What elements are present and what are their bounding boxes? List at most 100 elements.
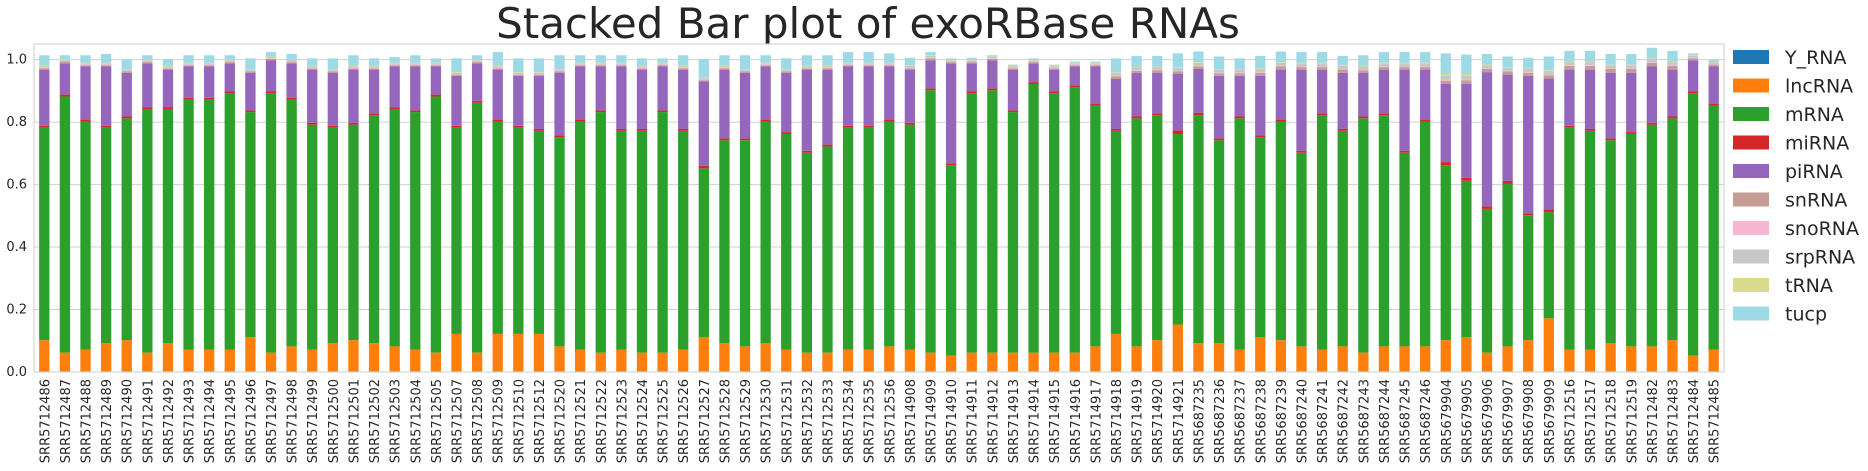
bar-segment xyxy=(471,100,483,103)
bar-segment xyxy=(1420,52,1431,63)
bar-segment xyxy=(987,90,998,353)
bar-segment xyxy=(678,128,689,131)
bar-segment xyxy=(204,64,215,66)
bar-segment xyxy=(533,72,545,74)
bar-segment xyxy=(1110,72,1122,76)
legend-swatch xyxy=(1733,135,1769,150)
bar-segment xyxy=(1152,55,1163,67)
bar-segment xyxy=(1708,61,1719,63)
bar-segment xyxy=(678,65,689,67)
x-tick-label: SRR5712529 xyxy=(739,379,754,463)
bar-segment xyxy=(595,352,606,372)
bar-segment xyxy=(842,349,854,372)
bar-segment xyxy=(1131,67,1142,71)
bar-segment xyxy=(1110,130,1122,334)
bar-segment xyxy=(739,346,751,372)
bar-segment xyxy=(1069,85,1080,88)
bar-segment xyxy=(698,79,709,81)
bar-segment xyxy=(1193,65,1204,67)
bar-segment xyxy=(1543,70,1554,71)
bar-segment xyxy=(80,119,91,122)
bar-segment xyxy=(1110,128,1122,131)
bar-segment xyxy=(781,68,792,70)
bar-segment xyxy=(616,64,627,66)
bar-segment xyxy=(1007,65,1019,67)
bar-segment xyxy=(100,54,112,63)
legend-swatch xyxy=(1733,249,1769,264)
bar-segment xyxy=(636,58,648,66)
bar-segment xyxy=(224,62,235,64)
bar-segment xyxy=(1316,115,1328,350)
bar-segment xyxy=(1028,82,1039,84)
bar-segment xyxy=(1193,112,1204,116)
bar-segment xyxy=(1316,67,1328,70)
bar-segment xyxy=(801,66,813,68)
bar-segment xyxy=(1626,68,1637,69)
bar-segment xyxy=(1523,68,1534,73)
bar-segment xyxy=(204,65,215,67)
bar-segment xyxy=(59,94,71,97)
bar-segment xyxy=(245,71,256,73)
bar-segment xyxy=(1461,177,1472,181)
bar-segment xyxy=(121,118,132,341)
bar-segment xyxy=(1213,56,1225,69)
x-tick-label: SRR5714918 xyxy=(1110,379,1125,463)
bar-segment xyxy=(863,125,874,128)
bar-segment xyxy=(1028,62,1039,64)
bar-segment xyxy=(39,67,50,69)
bar-segment xyxy=(1687,53,1699,56)
bar-segment xyxy=(1378,66,1390,68)
bar-segment xyxy=(80,62,91,64)
bar-segment xyxy=(1626,132,1637,134)
bar-segment xyxy=(554,72,565,136)
bar-segment xyxy=(1090,62,1101,64)
bar-segment xyxy=(1275,121,1287,341)
bar-segment xyxy=(1296,67,1307,70)
bar-segment xyxy=(410,55,421,63)
bar-segment xyxy=(1213,343,1225,372)
bar-segment xyxy=(1667,116,1678,119)
x-tick-label: SRR5712483 xyxy=(1667,379,1682,463)
bar-segment xyxy=(966,91,977,94)
legend-swatch xyxy=(1733,192,1769,207)
bar-segment xyxy=(1213,69,1225,73)
x-tick-label: SRR5687236 xyxy=(1213,379,1228,463)
bar-segment xyxy=(678,67,689,69)
bar-segment xyxy=(1626,65,1637,69)
bar-segment xyxy=(1626,64,1637,66)
bar-segment xyxy=(1358,72,1369,117)
legend-label: miRNA xyxy=(1785,133,1849,155)
bar-segment xyxy=(760,121,771,344)
bar-segment xyxy=(1399,67,1410,70)
bar-segment xyxy=(1007,69,1019,111)
legend-label: lncRNA xyxy=(1785,76,1853,98)
bar-segment xyxy=(595,62,606,64)
bar-segment xyxy=(1502,183,1513,347)
bar-segment xyxy=(719,69,730,139)
bar-segment xyxy=(1131,72,1142,117)
bar-segment xyxy=(1007,110,1019,113)
bar-segment xyxy=(678,69,689,129)
bar-segment xyxy=(1152,66,1163,68)
x-tick-label: SRR5712532 xyxy=(801,379,816,463)
bar-segment xyxy=(1213,140,1225,344)
legend-label: srpRNA xyxy=(1785,247,1855,269)
bar-segment xyxy=(1090,66,1101,104)
bar-segment xyxy=(884,64,895,66)
bar-segment xyxy=(430,64,442,66)
bar-segment xyxy=(636,65,648,67)
bar-segment xyxy=(1234,118,1245,350)
bar-segment xyxy=(1275,119,1287,122)
bar-segment xyxy=(513,72,524,74)
bar-segment xyxy=(904,349,916,372)
x-tick-label: SRR5714921 xyxy=(1172,379,1187,463)
bar-segment xyxy=(739,55,751,69)
bar-segment xyxy=(162,66,174,68)
bar-segment xyxy=(1069,87,1080,353)
bar-segment xyxy=(1667,118,1678,341)
bar-segment xyxy=(1440,53,1451,74)
bar-segment xyxy=(966,60,977,62)
bar-segment xyxy=(100,127,112,344)
bar-segment xyxy=(1193,343,1204,372)
bar-segment xyxy=(719,343,730,372)
